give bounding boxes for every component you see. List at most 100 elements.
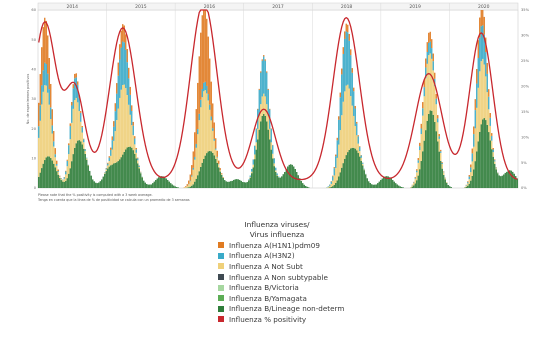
bar-segment: [419, 150, 421, 170]
year-label: 2016: [204, 4, 216, 10]
legend-title-line1: Influenza viruses/: [244, 220, 310, 229]
bar-segment: [300, 180, 302, 188]
bar-segment: [431, 58, 433, 111]
bar-segment: [473, 146, 475, 170]
bar-segment: [54, 157, 56, 168]
bar-segment: [504, 172, 506, 188]
bar-segment: [83, 139, 85, 143]
bar-segment: [299, 178, 301, 188]
bar-segment: [483, 16, 485, 35]
bar-segment: [195, 143, 197, 148]
legend-label: Influenza B/Yamagata: [229, 293, 307, 303]
bar-segment: [123, 84, 125, 152]
bar-segment: [207, 151, 209, 188]
bar-segment: [473, 126, 475, 135]
bar-segment: [186, 184, 188, 186]
bar-segment: [246, 182, 248, 188]
bar-segment: [362, 163, 364, 166]
bar-segment: [171, 184, 173, 188]
bar-segment: [362, 165, 364, 188]
bar-segment: [209, 109, 211, 151]
bar-segment: [65, 170, 67, 172]
bar-segment: [42, 163, 44, 188]
bar-segment: [266, 71, 268, 73]
bar-segment: [345, 85, 347, 156]
bar-segment: [195, 178, 197, 188]
bar-segment: [203, 10, 205, 83]
year-header-band: [37, 2, 519, 11]
bar-segment: [254, 159, 256, 188]
bar-segment: [263, 113, 265, 188]
bar-segment: [62, 180, 64, 182]
bar-segment: [467, 185, 469, 188]
bar-segment: [128, 78, 130, 105]
bar-segment: [426, 51, 428, 64]
bar-segment: [339, 97, 341, 131]
bar-segment: [264, 96, 266, 116]
bar-segment: [489, 117, 491, 126]
bar-segment: [54, 154, 56, 158]
year-label: 2020: [478, 4, 490, 10]
bar-segment: [468, 176, 470, 180]
bar-segment: [494, 161, 496, 164]
bar-segment: [446, 182, 448, 183]
bar-segment: [359, 151, 361, 157]
bar-segment: [359, 146, 361, 152]
bar-segment: [72, 88, 74, 109]
bar-segment: [128, 104, 130, 147]
bar-segment: [212, 128, 214, 131]
bar-segment: [50, 107, 52, 120]
bar-segment: [435, 94, 437, 99]
bar-segment: [465, 186, 467, 188]
bar-segment: [122, 154, 124, 188]
bar-segment: [245, 182, 247, 188]
bar-segment: [344, 91, 346, 159]
bar-segment: [338, 119, 340, 145]
bar-segment: [329, 185, 331, 188]
bar-segment: [437, 115, 439, 119]
bar-segment: [347, 24, 349, 33]
bar-segment: [213, 140, 215, 156]
chart-grid: [37, 2, 519, 189]
bar-segment: [50, 83, 52, 108]
bar-segment: [413, 182, 415, 186]
bar-segment: [354, 108, 356, 127]
bar-segment: [80, 111, 82, 113]
bar-segment: [303, 184, 305, 188]
y-right-tick-label: 10%: [521, 135, 530, 139]
bar-segment: [429, 41, 431, 54]
bar-segment: [192, 184, 194, 188]
bar-segment: [329, 187, 331, 188]
bar-segment: [114, 111, 116, 132]
bar-segment: [191, 176, 193, 186]
bar-segment: [482, 58, 484, 120]
bar-segment: [447, 185, 449, 188]
bar-segment: [102, 176, 104, 188]
bar-segment: [434, 121, 436, 188]
bar-segment: [278, 177, 280, 188]
bar-segment: [105, 168, 107, 170]
bar-segment: [107, 165, 109, 169]
bar-segment: [372, 184, 374, 188]
bar-segment: [359, 146, 361, 147]
bar-segment: [197, 82, 199, 130]
bar-segment: [201, 162, 203, 188]
bar-segment: [261, 60, 263, 97]
bar-segment: [470, 164, 472, 168]
bar-segment: [383, 177, 385, 188]
bar-segment: [416, 172, 418, 181]
bar-segment: [161, 176, 163, 188]
bar-segment: [144, 182, 146, 188]
positivity-line-layer: [38, 9, 518, 181]
bar-segment: [48, 104, 50, 157]
bar-segment: [120, 89, 122, 158]
bar-segment: [207, 94, 209, 101]
bar-segment: [345, 155, 347, 188]
bar-segment: [492, 156, 494, 188]
bar-segment: [368, 181, 370, 188]
bar-segment: [47, 156, 49, 188]
bar-segment: [56, 163, 58, 166]
bar-segment: [47, 35, 49, 74]
bar-segment: [140, 172, 142, 174]
bar-segment: [428, 113, 430, 188]
